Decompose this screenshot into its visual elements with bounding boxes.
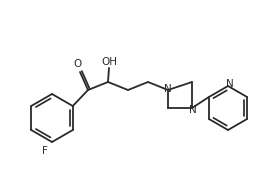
Text: N: N: [226, 79, 234, 89]
Text: OH: OH: [101, 57, 117, 67]
Text: N: N: [189, 105, 197, 115]
Text: N: N: [164, 84, 172, 94]
Text: O: O: [74, 59, 82, 69]
Text: F: F: [42, 146, 48, 156]
